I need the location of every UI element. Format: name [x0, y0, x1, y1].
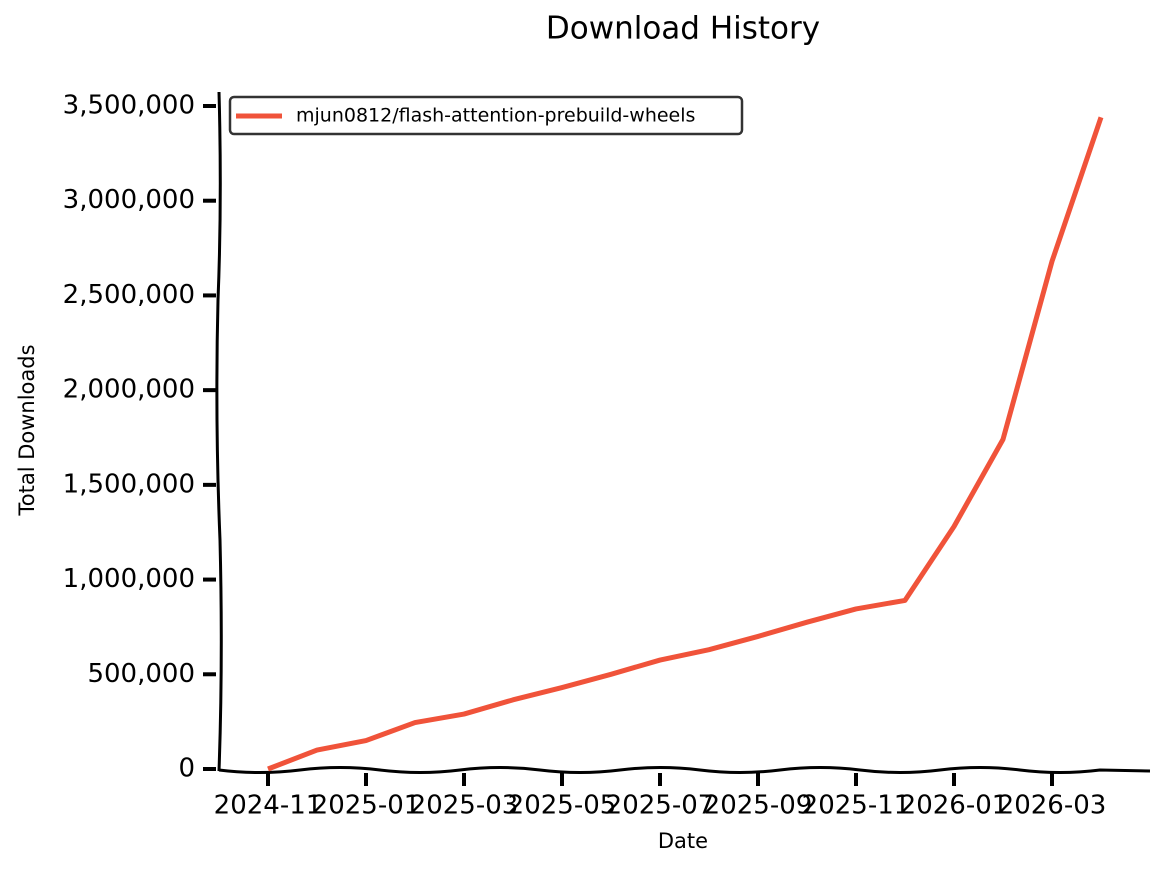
- x-tick-label: 2026-03: [998, 791, 1107, 821]
- y-tick-label: 0: [178, 754, 195, 784]
- y-tick-label: 500,000: [87, 659, 195, 689]
- data-line: [267, 116, 1104, 772]
- chart-title: Download History: [546, 11, 820, 47]
- x-tick-label: 2025-07: [606, 791, 715, 821]
- y-tick-label: 2,500,000: [63, 280, 195, 310]
- x-tick-label: 2025-11: [802, 791, 911, 821]
- x-tick-label: 2026-01: [900, 791, 1009, 821]
- y-tick-label: 1,000,000: [63, 564, 195, 594]
- y-axis-label: Total Downloads: [15, 344, 39, 516]
- x-tick-label: 2025-01: [312, 791, 421, 821]
- y-tick-label: 1,500,000: [63, 469, 195, 499]
- legend-label: mjun0812/flash-attention-prebuild-wheels: [296, 105, 695, 127]
- y-tick-label: 3,000,000: [63, 185, 195, 215]
- x-tick-label: 2024-11: [214, 791, 323, 821]
- x-axis: [218, 766, 1151, 774]
- x-tick-label: 2025-05: [508, 791, 617, 821]
- legend: mjun0812/flash-attention-prebuild-wheels: [228, 95, 744, 136]
- x-tick-label: 2025-09: [704, 791, 813, 821]
- y-tick-label: 3,500,000: [63, 91, 195, 121]
- x-axis-label: Date: [658, 829, 708, 853]
- y-axis: [215, 91, 223, 772]
- legend-box: [228, 95, 744, 136]
- y-tick-label: 2,000,000: [63, 375, 195, 405]
- x-tick-label: 2025-03: [410, 791, 519, 821]
